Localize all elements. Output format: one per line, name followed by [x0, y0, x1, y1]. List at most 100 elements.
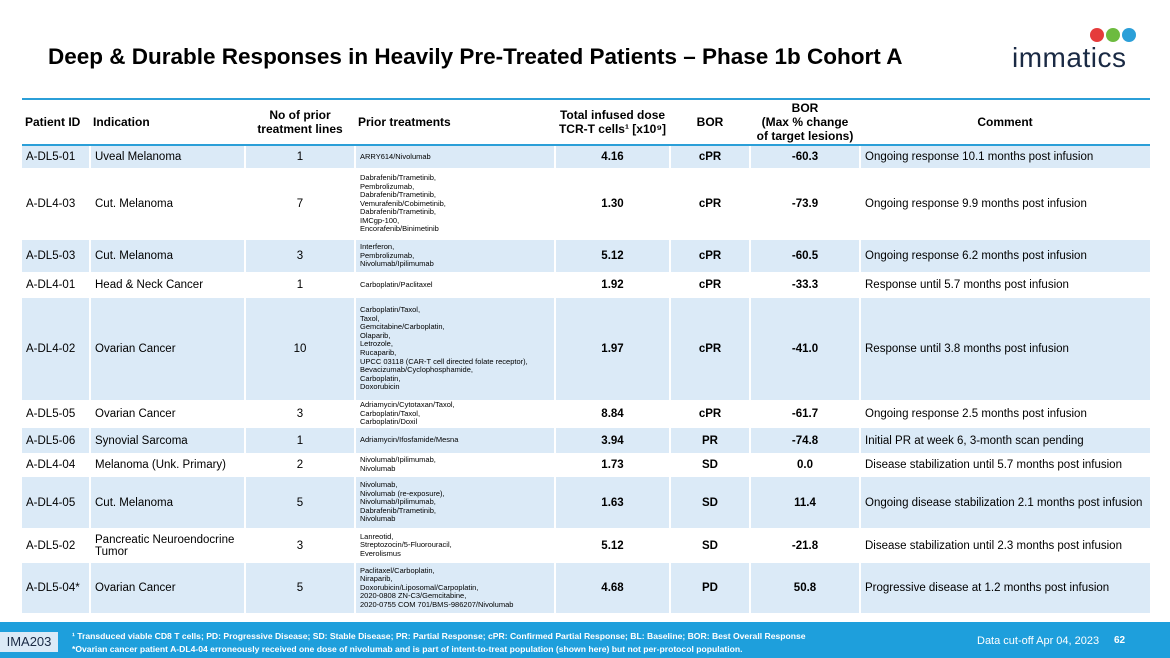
cell: Ongoing response 2.5 months post infusio…	[859, 400, 1150, 428]
cell: A-DL5-01	[22, 145, 90, 168]
cell: -60.5	[749, 240, 860, 272]
treatment-line: Pembrolizumab,	[360, 181, 415, 191]
treatment-line: Niraparib,	[360, 574, 393, 584]
header-line: Indication	[93, 115, 150, 129]
cell: cPR	[669, 168, 750, 240]
cell: Uveal Melanoma	[89, 145, 245, 168]
cell: A-DL5-04*	[22, 563, 90, 613]
cell: Disease stabilization until 2.3 months p…	[859, 528, 1150, 563]
cell: 3	[244, 240, 355, 272]
treatment-line: Paclitaxel/Carboplatin,	[360, 565, 435, 575]
header-line: (Max % change	[761, 115, 849, 129]
header-line: Prior treatments	[358, 115, 451, 129]
cell: Ongoing response 6.2 months post infusio…	[859, 240, 1150, 272]
cell: Lanreotid, Streptozocin/5-Fluorouracil, Ev…	[354, 528, 555, 563]
cell: 2	[244, 453, 355, 477]
treatment-line: Adriamycin/Cytotaxan/Taxol,	[360, 400, 455, 410]
cell: Head & Neck Cancer	[89, 272, 245, 298]
column-header: BOR	[670, 99, 750, 146]
cell: 3	[244, 400, 355, 428]
row: A-DL5-02 Pancreatic Neuroendocrine Tumor 3…	[22, 528, 1150, 563]
treatment-line: Nivolumab/Ipilimumab,	[360, 497, 436, 507]
column-header: Total infused dose TCR-T cells¹ [x10⁹]	[555, 99, 670, 146]
cell: 4.68	[554, 563, 670, 613]
cell: 0.0	[749, 453, 860, 477]
header-line: Comment	[977, 115, 1033, 129]
treatment-line: Streptozocin/5-Fluorouracil,	[360, 540, 452, 550]
cell: SD	[669, 453, 750, 477]
cell: 1	[244, 145, 355, 168]
cell: ARRY614/Nivolumab	[354, 145, 555, 168]
header-line: BOR	[791, 101, 819, 115]
treatment-line: IMCgp-100,	[360, 215, 400, 225]
treatment-line: Carboplatin/Taxol,	[360, 305, 421, 315]
treatment-line: Interferon,	[360, 242, 395, 252]
cell: -61.7	[749, 400, 860, 428]
cell: PD	[669, 563, 750, 613]
cell: -74.8	[749, 428, 860, 453]
treatment-line: Taxol,	[360, 313, 380, 323]
cell: A-DL4-05	[22, 477, 90, 528]
header-line: Total infused dose	[559, 108, 666, 122]
cell: Cut. Melanoma	[89, 477, 245, 528]
treatment-line: Vemurafenib/Cobimetinib,	[360, 198, 446, 208]
treatment-line: ARRY614/Nivolumab	[360, 151, 431, 161]
cell: 1	[244, 428, 355, 453]
column-header: Indication	[90, 99, 245, 146]
treatment-line: 2020-0755 COM 701/BMS-986207/Nivolumab	[360, 599, 514, 609]
treatment-line: Pembrolizumab,	[360, 250, 415, 260]
cell: -41.0	[749, 298, 860, 400]
cell: 3.94	[554, 428, 670, 453]
cell: 5.12	[554, 240, 670, 272]
cell: Carboplatin/Paclitaxel	[354, 272, 555, 298]
header-line: Patient ID	[25, 115, 81, 129]
cutoff: Data cut-off Apr 04, 2023	[977, 635, 1100, 647]
cell: 3	[244, 528, 355, 563]
cell: Cut. Melanoma	[89, 168, 245, 240]
cell: 5	[244, 563, 355, 613]
treatment-line: Dabrafenib/Trametinib,	[360, 190, 437, 200]
cell: 8.84	[554, 400, 670, 428]
cell: 50.8	[749, 563, 860, 613]
code: IMA203	[0, 632, 58, 652]
cell: 5.12	[554, 528, 670, 563]
treatment-line: Dabrafenib/Trametinib,	[360, 505, 437, 515]
treatment-line: Everolismus	[360, 548, 401, 558]
cell: 4.16	[554, 145, 670, 168]
cell: Carboplatin/Taxol, Taxol, Gemcitabine/Carb…	[354, 298, 555, 400]
treatment-line: Bevacizumab/Cyclophosphamide,	[360, 365, 473, 375]
treatment-line: Doxorubicin/Liposomal/Carpoplatin,	[360, 582, 479, 592]
row: A-DL5-05 Ovarian Cancer 3 Adriamycin/Cytota…	[22, 400, 1150, 428]
cell: Ovarian Cancer	[89, 563, 245, 613]
cell: 5	[244, 477, 355, 528]
cell: Synovial Sarcoma	[89, 428, 245, 453]
cell: Adriamycin/Ifosfamide/Mesna	[354, 428, 555, 453]
cell: cPR	[669, 240, 750, 272]
cell: Response until 3.8 months post infusion	[859, 298, 1150, 400]
cell: -60.3	[749, 145, 860, 168]
cell: -33.3	[749, 272, 860, 298]
cell: 7	[244, 168, 355, 240]
row: A-DL4-03 Cut. Melanoma 7 Dabrafenib/Trameti…	[22, 168, 1150, 240]
treatment-line: Dabrafenib/Trametinib,	[360, 172, 437, 182]
header-line: TCR-T cells¹ [x10⁹]	[558, 122, 667, 136]
cell: Dabrafenib/Trametinib, Pembrolizumab, Dabr…	[354, 168, 555, 240]
cell: Melanoma (Unk. Primary)	[89, 453, 245, 477]
cell: cPR	[669, 298, 750, 400]
row: A-DL4-02 Ovarian Cancer 10 Carboplatin/Taxo…	[22, 298, 1150, 400]
column-header: BOR (Max % change of target lesions)	[750, 99, 860, 146]
row: A-DL4-05 Cut. Melanoma 5 Nivolumab, Nivoluma…	[22, 477, 1150, 528]
cell: 1	[244, 272, 355, 298]
cell: Initial PR at week 6, 3-month scan pendi…	[859, 428, 1150, 453]
cell: Ovarian Cancer	[89, 400, 245, 428]
footnotes: ¹ Transduced viable CD8 T cells; PD: Pro…	[72, 630, 806, 656]
header-line: No of prior	[269, 108, 331, 122]
cell: Nivolumab/Ipilimumab, Nivolumab	[354, 453, 555, 477]
cell: SD	[669, 528, 750, 563]
cell: 1.73	[554, 453, 670, 477]
cell: SD	[669, 477, 750, 528]
header-line: treatment lines	[257, 122, 343, 136]
cell: Paclitaxel/Carboplatin, Niraparib, Doxorub…	[354, 563, 555, 613]
cell: A-DL4-01	[26, 279, 76, 291]
